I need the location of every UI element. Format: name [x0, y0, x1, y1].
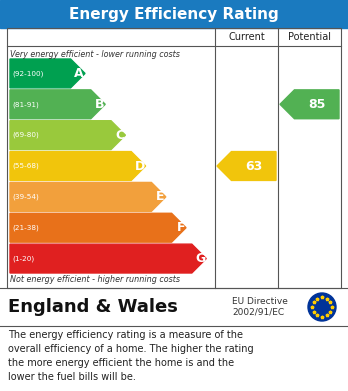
Text: the more energy efficient the home is and the: the more energy efficient the home is an… [8, 358, 234, 368]
Text: Current: Current [228, 32, 265, 42]
Text: Very energy efficient - lower running costs: Very energy efficient - lower running co… [10, 50, 180, 59]
Bar [0, 0, 348, 28]
Circle shape [308, 293, 336, 321]
Polygon shape [10, 121, 125, 150]
Polygon shape [280, 90, 339, 119]
Text: (81-91): (81-91) [12, 101, 39, 108]
Text: England & Wales: England & Wales [8, 298, 178, 316]
Text: 63: 63 [245, 160, 262, 172]
Text: (92-100): (92-100) [12, 70, 44, 77]
Text: A: A [74, 67, 84, 80]
Text: B: B [95, 98, 104, 111]
Polygon shape [10, 213, 186, 242]
Text: Energy Efficiency Rating: Energy Efficiency Rating [69, 7, 279, 22]
Text: (1-20): (1-20) [12, 255, 34, 262]
Text: D: D [134, 160, 145, 172]
Text: F: F [176, 221, 185, 234]
Polygon shape [10, 244, 206, 273]
Bar [7, 28, 341, 288]
Polygon shape [10, 90, 105, 119]
Text: 85: 85 [308, 98, 325, 111]
Text: (55-68): (55-68) [12, 163, 39, 169]
Text: (21-38): (21-38) [12, 224, 39, 231]
Polygon shape [217, 152, 276, 180]
Polygon shape [10, 183, 166, 211]
Text: The energy efficiency rating is a measure of the: The energy efficiency rating is a measur… [8, 330, 243, 340]
Text: lower the fuel bills will be.: lower the fuel bills will be. [8, 372, 136, 382]
Text: E: E [156, 190, 165, 203]
Text: C: C [115, 129, 125, 142]
Text: G: G [195, 252, 205, 265]
Text: 2002/91/EC: 2002/91/EC [232, 307, 284, 316]
Text: (69-80): (69-80) [12, 132, 39, 138]
Text: Potential: Potential [288, 32, 331, 42]
Text: overall efficiency of a home. The higher the rating: overall efficiency of a home. The higher… [8, 344, 254, 354]
Bar [0, 288, 348, 326]
Text: (39-54): (39-54) [12, 194, 39, 200]
Text: Not energy efficient - higher running costs: Not energy efficient - higher running co… [10, 275, 180, 284]
Polygon shape [10, 152, 145, 180]
Text: EU Directive: EU Directive [232, 298, 288, 307]
Polygon shape [10, 59, 85, 88]
